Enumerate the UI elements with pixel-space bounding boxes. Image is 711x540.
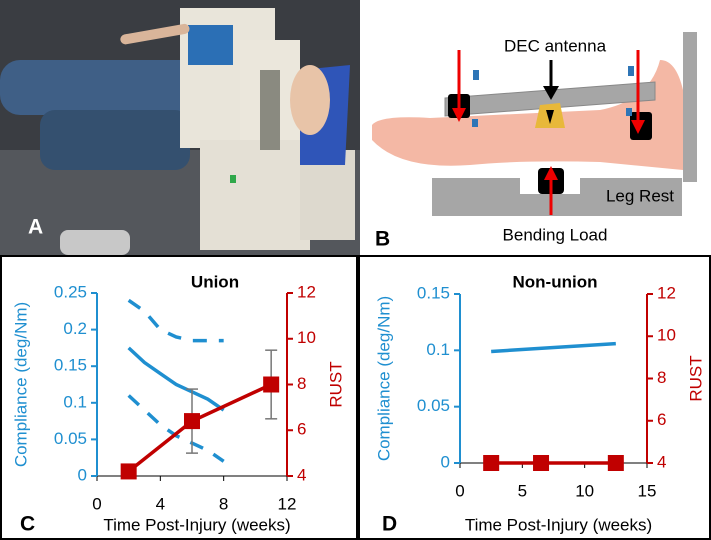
y2-axis-title: RUST bbox=[326, 361, 345, 407]
y-axis-title: Compliance (deg/Nm) bbox=[11, 302, 30, 467]
y-tick-label: 0.05 bbox=[54, 429, 87, 448]
y2-tick-label: 6 bbox=[297, 420, 306, 439]
y2-tick-label: 8 bbox=[297, 374, 306, 393]
data-point bbox=[533, 455, 549, 471]
series-line bbox=[129, 348, 224, 410]
y2-tick-label: 10 bbox=[657, 326, 676, 345]
y-axis-title: Compliance (deg/Nm) bbox=[374, 296, 393, 461]
data-point bbox=[121, 463, 137, 479]
series-line bbox=[129, 300, 224, 340]
x-tick-label: 10 bbox=[575, 481, 594, 500]
rest-label: Leg Rest bbox=[606, 186, 674, 205]
load-label: Bending Load bbox=[503, 225, 608, 244]
y-tick-label: 0.05 bbox=[417, 396, 450, 415]
x-tick-label: 8 bbox=[219, 494, 228, 513]
series-line bbox=[491, 344, 616, 352]
y-tick-label: 0 bbox=[78, 465, 87, 484]
y-tick-label: 0 bbox=[441, 452, 450, 471]
x-axis-title: Time Post-Injury (weeks) bbox=[103, 515, 290, 534]
chart-title: Union bbox=[191, 272, 239, 291]
y2-tick-label: 8 bbox=[657, 368, 666, 387]
data-point bbox=[483, 455, 499, 471]
y2-tick-label: 10 bbox=[297, 328, 316, 347]
x-tick-label: 15 bbox=[638, 481, 657, 500]
y-tick-label: 0.1 bbox=[63, 392, 87, 411]
y-tick-label: 0.2 bbox=[63, 319, 87, 338]
x-tick-label: 4 bbox=[156, 494, 165, 513]
photo bbox=[0, 0, 360, 255]
x-tick-label: 12 bbox=[278, 494, 297, 513]
data-point bbox=[184, 413, 200, 429]
panel-label: A bbox=[28, 216, 43, 239]
chart-title: Non-union bbox=[513, 272, 598, 291]
x-axis-title: Time Post-Injury (weeks) bbox=[465, 515, 652, 534]
panel-label: B bbox=[375, 228, 390, 251]
data-point bbox=[608, 455, 624, 471]
x-tick-label: 0 bbox=[455, 481, 464, 500]
y2-tick-label: 12 bbox=[297, 282, 316, 301]
y2-tick-label: 12 bbox=[657, 283, 676, 302]
y-tick-label: 0.15 bbox=[54, 356, 87, 375]
series-line bbox=[129, 395, 224, 461]
panel-label: D bbox=[382, 513, 397, 536]
y-tick-label: 0.1 bbox=[426, 340, 450, 359]
y-tick-label: 0.25 bbox=[54, 282, 87, 301]
y-tick-label: 0.15 bbox=[417, 283, 450, 302]
x-tick-label: 5 bbox=[518, 481, 527, 500]
y2-tick-label: 4 bbox=[297, 465, 306, 484]
figure: A DEC antenna Leg Rest Bending Load B C … bbox=[0, 0, 711, 540]
panel-label: C bbox=[20, 513, 35, 536]
x-tick-label: 0 bbox=[92, 494, 101, 513]
y2-axis-title: RUST bbox=[686, 355, 705, 401]
data-point bbox=[263, 377, 279, 393]
antenna-label: DEC antenna bbox=[504, 36, 607, 55]
y2-tick-label: 6 bbox=[657, 410, 666, 429]
y2-tick-label: 4 bbox=[657, 452, 666, 471]
